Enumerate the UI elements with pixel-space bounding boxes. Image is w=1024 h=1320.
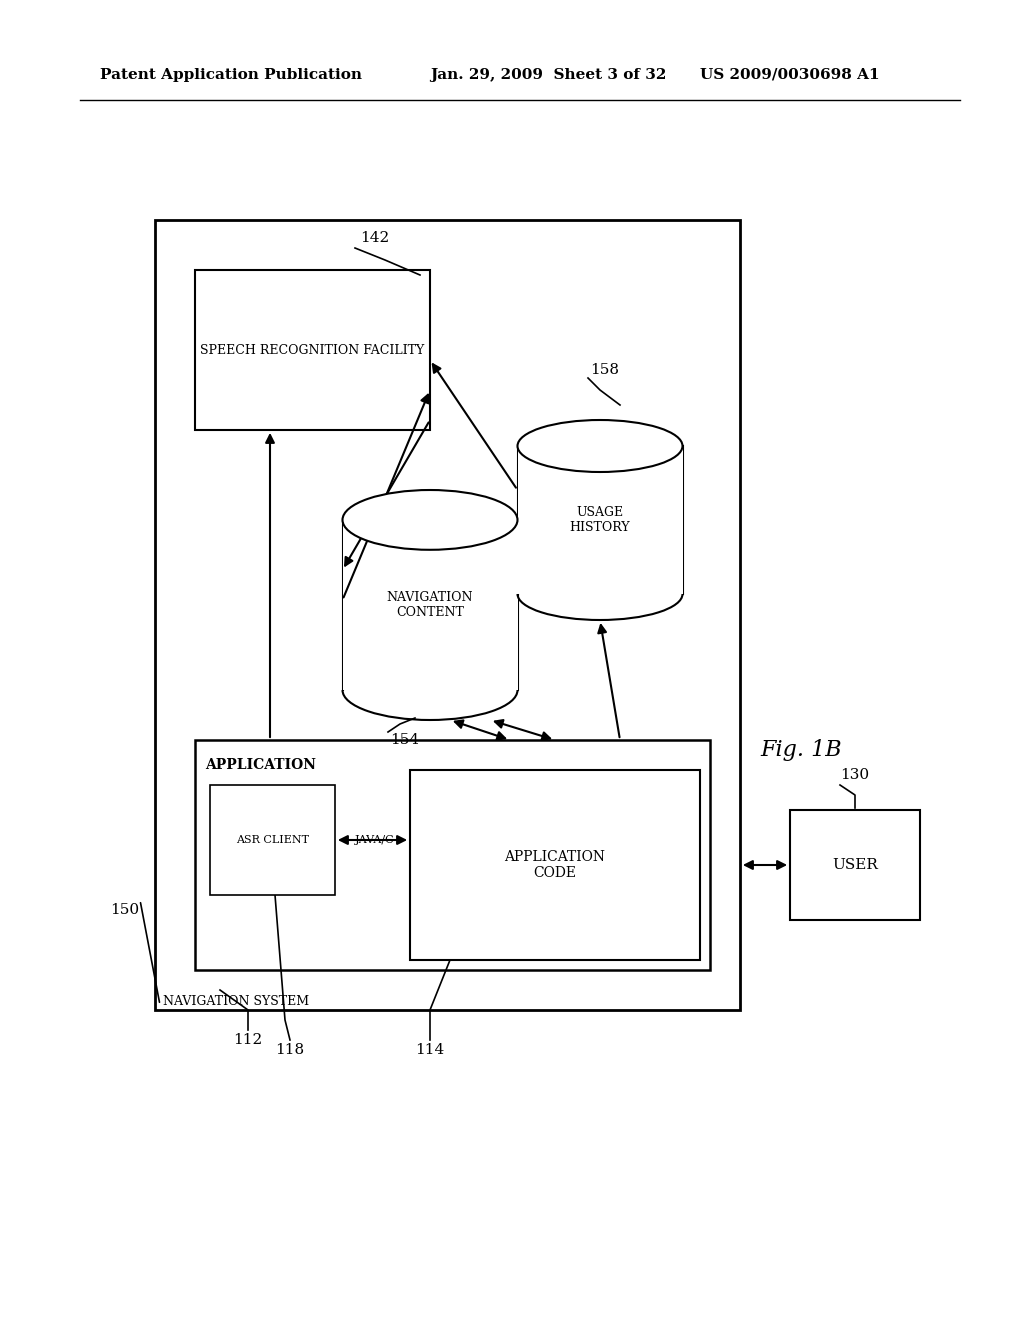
Text: ASR CLIENT: ASR CLIENT [236,836,309,845]
Text: 154: 154 [390,733,419,747]
Text: SPEECH RECOGNITION FACILITY: SPEECH RECOGNITION FACILITY [201,343,425,356]
Text: 142: 142 [360,231,389,246]
Text: 130: 130 [840,768,869,781]
Bar [195,271,430,430]
Text: Patent Application Publication: Patent Application Publication [100,69,362,82]
Bar [155,220,740,1010]
Text: Jan. 29, 2009  Sheet 3 of 32: Jan. 29, 2009 Sheet 3 of 32 [430,69,667,82]
Text: USAGE
HISTORY: USAGE HISTORY [569,506,631,535]
Text: APPLICATION
CODE: APPLICATION CODE [505,850,605,880]
Text: 118: 118 [275,1043,304,1057]
Text: APPLICATION: APPLICATION [205,758,316,772]
Text: JAVA/C: JAVA/C [355,836,394,845]
Text: US 2009/0030698 A1: US 2009/0030698 A1 [700,69,880,82]
Bar [342,520,517,690]
Bar [195,741,710,970]
Bar [790,810,920,920]
Text: NAVIGATION
CONTENT: NAVIGATION CONTENT [387,591,473,619]
Ellipse shape [342,490,517,550]
Text: USER: USER [833,858,878,873]
Text: NAVIGATION SYSTEM: NAVIGATION SYSTEM [163,995,309,1008]
Text: Fig. 1B: Fig. 1B [760,739,842,762]
Text: 150: 150 [111,903,139,917]
Text: 158: 158 [590,363,618,378]
Text: 114: 114 [416,1043,444,1057]
Ellipse shape [517,420,683,473]
Bar [210,785,335,895]
Bar [517,446,683,594]
Bar [410,770,700,960]
Text: 112: 112 [233,1034,262,1047]
